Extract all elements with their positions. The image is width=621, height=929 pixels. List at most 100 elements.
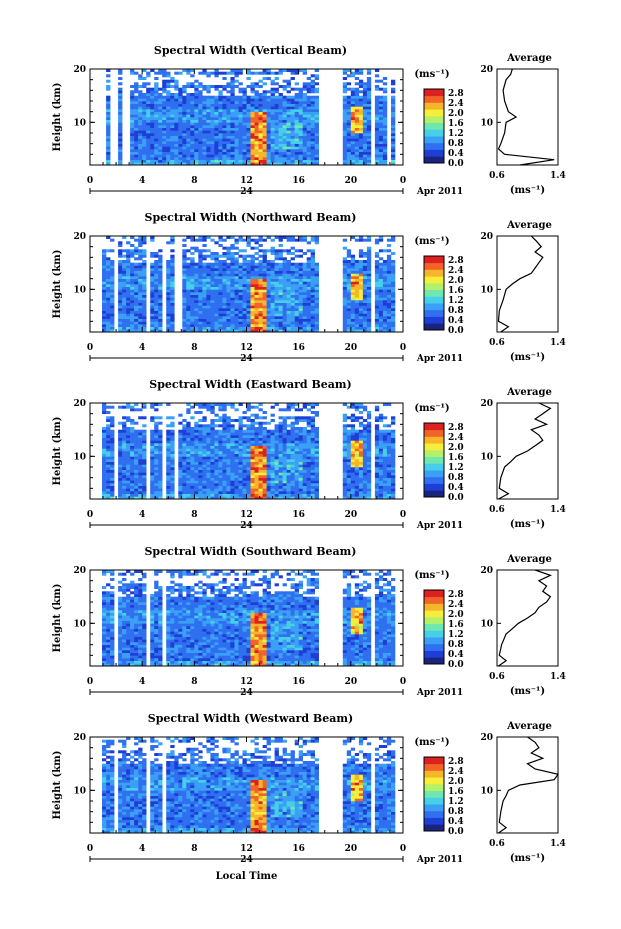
heatmap-cell [162,122,167,126]
heatmap-cell [218,101,223,104]
heatmap-cell [254,101,259,104]
heatmap-cell [302,297,307,301]
heatmap-cell [150,119,155,123]
heatmap-cell [222,308,227,311]
heatmap-cell [210,432,215,436]
heatmap-cell [194,329,199,333]
heatmap-cell [198,485,203,489]
heatmap-cell [186,432,191,436]
heatmap-cell [242,270,247,274]
heatmap-cell [130,270,135,274]
heatmap-cell [174,146,179,150]
heatmap-cell [182,469,187,473]
heatmap-cell [146,95,151,99]
heatmap-cell [234,297,239,301]
heatmap-cell [214,294,219,298]
heatmap-cell [246,424,251,428]
heatmap-cell [118,90,123,94]
heatmap-cell [226,268,231,271]
heatmap-cell [226,151,231,155]
heatmap-cell [222,403,227,406]
heatmap-cell [266,268,271,271]
heatmap-cell [174,141,179,144]
heatmap-cell [254,265,259,269]
heatmap-cell [126,302,131,306]
heatmap-cell [230,143,235,147]
heatmap-cell [166,483,171,486]
heatmap-cell [214,146,219,150]
heatmap-cell [190,246,195,250]
heatmap-cell [146,111,151,115]
heatmap-cell [378,130,384,134]
colorbar-swatch [424,142,444,150]
heatmap-cell [238,424,243,428]
heatmap-cell [382,294,388,298]
heatmap-cell [350,254,356,258]
heatmap-cell [118,472,123,476]
heatmap-cell [354,93,360,96]
heatmap-cell [226,427,231,430]
heatmap-cell [350,321,356,325]
heatmap-cell [170,429,175,433]
heatmap-cell [302,268,307,271]
heatmap-cell [142,114,147,118]
heatmap-cell [194,451,199,454]
heatmap-cell [166,149,171,152]
heatmap-cell [162,95,167,99]
heatmap-cell [234,117,239,120]
heatmap-cell [202,308,207,311]
heatmap-cell [266,141,271,144]
heatmap-cell [210,71,215,75]
heatmap-cell [266,326,271,330]
heatmap-cell [302,308,307,311]
heatmap-cell [262,316,267,319]
heatmap-cell [358,119,364,123]
heatmap-cell [378,101,384,104]
heatmap-cell [174,109,179,112]
heatmap-cell [358,276,364,279]
heatmap-cell [386,268,392,271]
heatmap-cell [230,146,235,150]
heatmap-cell [186,127,191,131]
heatmap-cell [150,133,155,136]
heatmap-cell [374,313,380,317]
heatmap-cell [314,302,319,306]
heatmap-cell [342,106,348,110]
heatmap-cell [178,464,183,468]
heatmap-cell [150,318,155,322]
heatmap-cell [342,302,348,306]
heatmap-cell [238,310,243,314]
heatmap-cell [346,122,352,126]
heatmap-cell [134,284,139,287]
heatmap-cell [214,469,219,473]
heatmap-cell [182,249,187,253]
heatmap-cell [214,109,219,112]
heatmap-cell [266,281,271,285]
heatmap-cell [270,82,275,86]
heatmap-cell [214,106,219,110]
heatmap-cell [302,162,307,166]
heatmap-cell [310,297,315,301]
heatmap-cell [190,106,195,110]
heatmap-cell [342,297,348,301]
heatmap-cell [298,149,303,152]
heatmap-cell [346,281,352,285]
heatmap-cell [278,297,283,301]
heatmap-cell [302,270,307,274]
heatmap-cell [382,318,388,322]
heatmap-cell [282,117,287,120]
heatmap-cell [182,262,187,266]
heatmap-cell [362,85,368,88]
heatmap-cell [186,292,191,295]
heatmap-cell [178,71,183,75]
heatmap-cell [302,119,307,123]
heatmap-cell [106,95,111,99]
heatmap-cell [158,324,163,327]
heatmap-cell [150,106,155,110]
heatmap-cell [154,321,159,325]
heatmap-cell [134,127,139,131]
heatmap-cell [106,459,111,462]
heatmap-cell [378,281,384,285]
heatmap-cell [158,95,163,99]
heatmap-cell [350,138,356,142]
